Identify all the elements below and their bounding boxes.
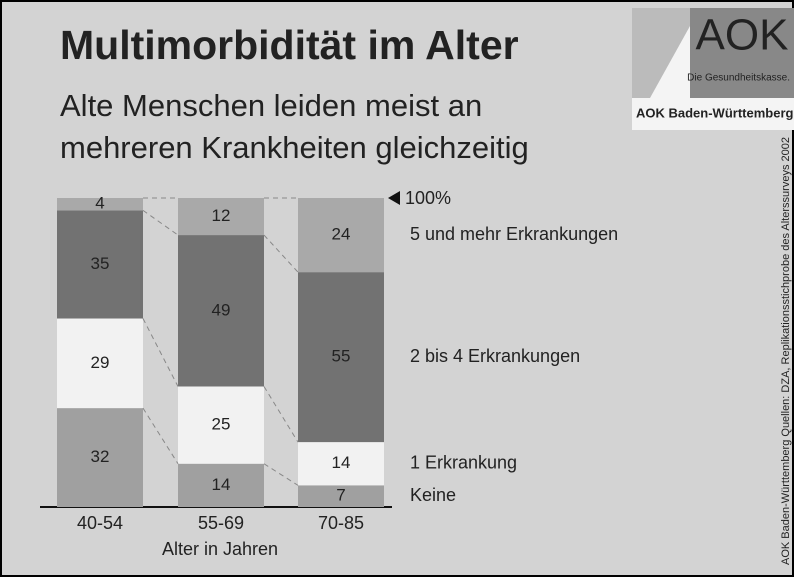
logo-slogan: Die Gesundheitskasse.: [687, 73, 790, 84]
annotation-arrow: [388, 191, 400, 205]
logo-field: [690, 8, 794, 98]
subtitle: Alte Menschen leiden meist an: [60, 88, 482, 123]
chart-title: Multimorbidität im Alter: [60, 22, 519, 68]
connector: [142, 209, 179, 236]
bar-segment: [298, 485, 384, 507]
bar-segment: [57, 408, 143, 507]
subtitle: mehreren Krankheiten gleichzeitig: [60, 130, 529, 165]
logo-region: AOK Baden-Württemberg: [636, 105, 794, 120]
value-label: 55: [332, 347, 351, 366]
bar-segment: [178, 198, 264, 236]
bar-segment: [57, 318, 143, 409]
legend-label: 2 bis 4 Erkrankungen: [410, 346, 580, 366]
bar-segment: [57, 210, 143, 319]
logo-stripe: [632, 8, 700, 98]
annotation: 100%: [405, 188, 451, 208]
legend-label: 5 und mehr Erkrankungen: [410, 224, 618, 244]
bar-segment: [178, 386, 264, 464]
bar-segment: [298, 442, 384, 486]
connector: [263, 463, 299, 486]
value-label: 25: [212, 415, 231, 434]
source-note: AOK Baden-Württemberg Quellen: DZA, Repl…: [780, 137, 792, 565]
x-tick-label: 70-85: [318, 513, 364, 533]
x-axis-label: Alter in Jahren: [162, 539, 278, 559]
value-label: 32: [91, 447, 110, 466]
value-label: 35: [91, 254, 110, 273]
connector: [263, 386, 299, 443]
bar-segment: [178, 463, 264, 507]
value-label: 12: [212, 206, 231, 225]
value-label: 14: [332, 453, 351, 472]
value-label: 4: [95, 194, 104, 213]
value-label: 24: [332, 225, 351, 244]
logo: AOK Die Gesundheitskasse. AOK Baden-Würt…: [632, 8, 794, 130]
x-tick-label: 55-69: [198, 513, 244, 533]
logo-brand: AOK: [696, 11, 789, 60]
legend-label: Keine: [410, 485, 456, 505]
connector: [142, 407, 179, 465]
value-label: 7: [336, 486, 345, 505]
bar-segment: [178, 235, 264, 387]
bar-segment: [298, 198, 384, 273]
value-label: 49: [212, 300, 231, 319]
x-tick-label: 40-54: [77, 513, 123, 533]
bar-segment: [298, 272, 384, 443]
value-label: 14: [212, 475, 231, 494]
value-label: 29: [91, 353, 110, 372]
connector: [142, 318, 179, 387]
legend-label: 1 Erkrankung: [410, 452, 517, 472]
bar-segment: [57, 198, 143, 211]
